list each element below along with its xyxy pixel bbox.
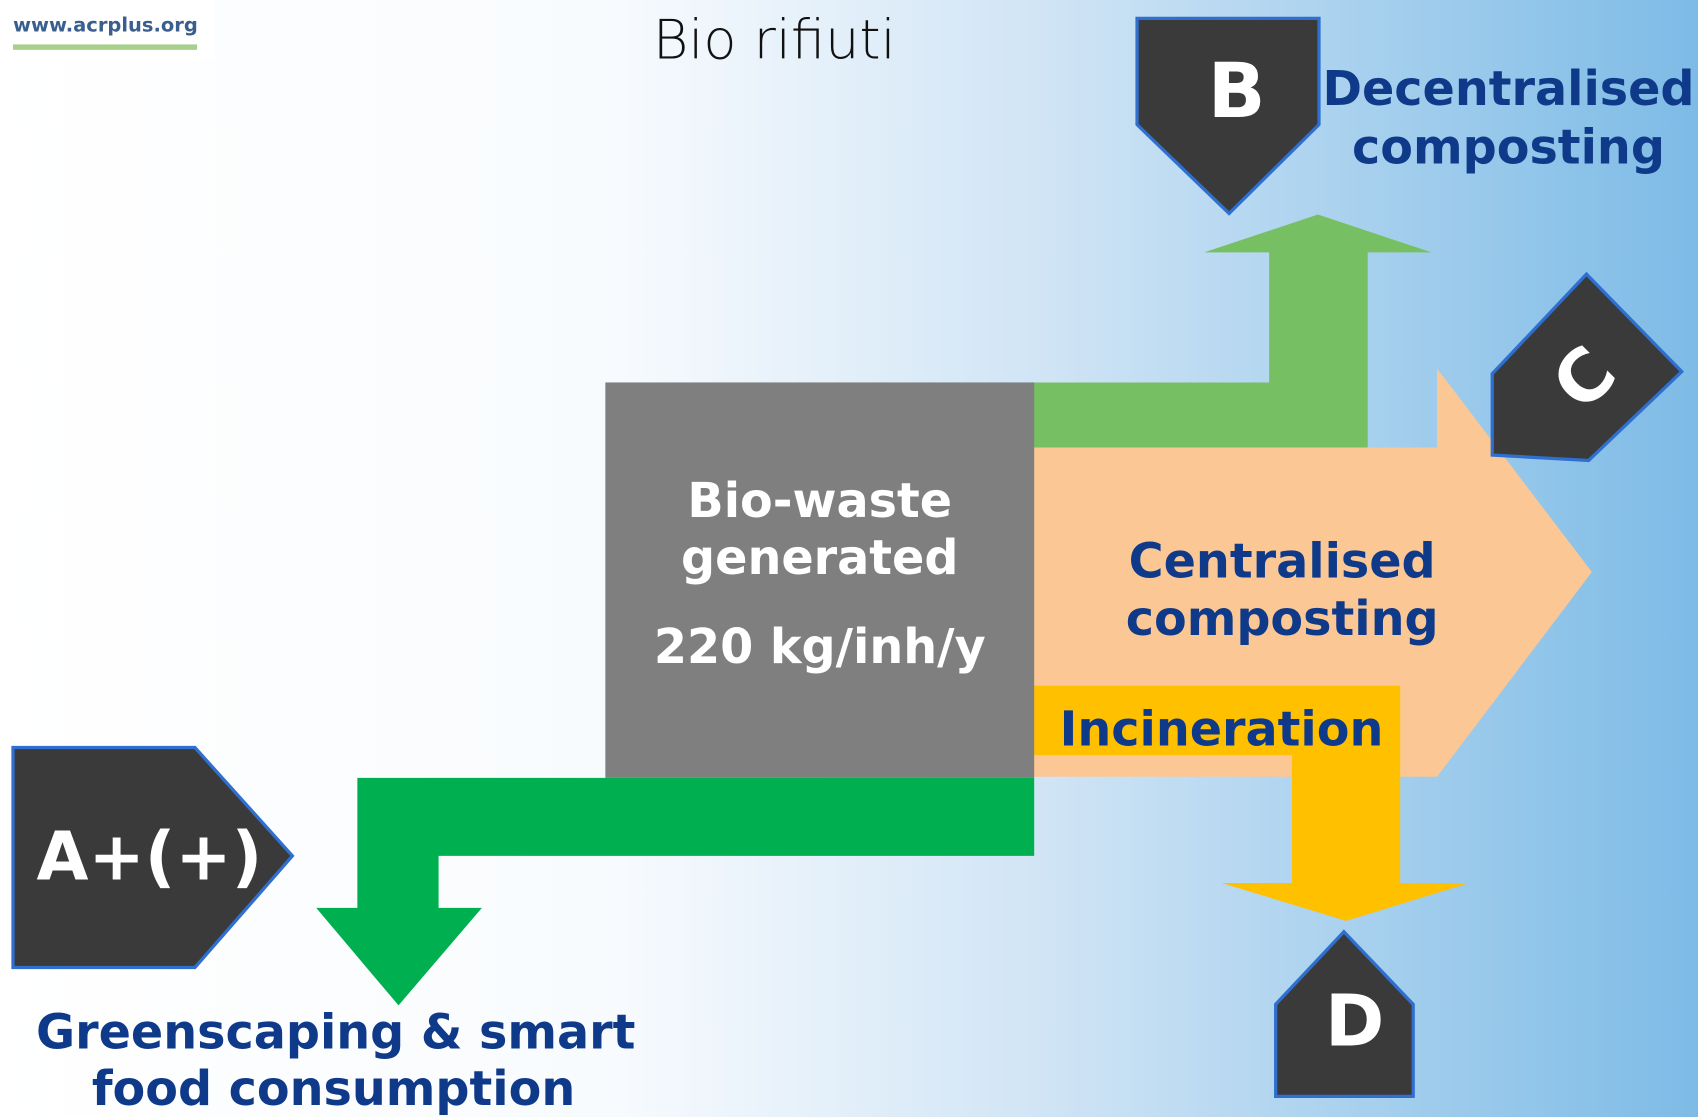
option-label: food consumption xyxy=(92,1062,575,1117)
arrow-prevention xyxy=(316,777,1035,1006)
center-amount: 220 kg/inh/y xyxy=(654,620,986,675)
option-label: Incineration xyxy=(1060,702,1384,757)
title: Bio rifiuti xyxy=(653,8,896,71)
option-label: Decentralised xyxy=(1322,62,1694,117)
arrow-centralised xyxy=(1030,368,1592,777)
badge-d xyxy=(1274,929,1415,1099)
badge-code: A+(+) xyxy=(37,818,263,896)
badge-code: B xyxy=(1208,47,1266,135)
option-label: Centralised xyxy=(1129,534,1436,589)
badge-c xyxy=(1490,271,1685,463)
badge-a xyxy=(11,745,295,970)
badge-code: D xyxy=(1325,979,1384,1062)
logo-underline xyxy=(12,44,198,50)
center-box xyxy=(605,382,1035,778)
arrow-incineration xyxy=(1030,685,1470,921)
option-label: composting xyxy=(1126,592,1439,647)
source-url: www.acrplus.org xyxy=(13,13,198,36)
badge-b xyxy=(1135,16,1321,216)
arrow-decentralised xyxy=(1030,214,1432,448)
center-line: generated xyxy=(681,531,958,586)
option-label: Greenscaping & smart xyxy=(36,1006,635,1061)
option-label: composting xyxy=(1352,121,1665,176)
center-line: Bio-waste xyxy=(687,474,952,529)
